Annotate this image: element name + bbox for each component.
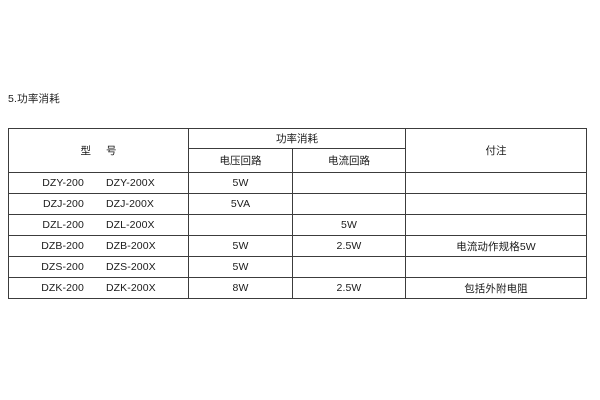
cell-current-circuit: 2.5W <box>292 235 406 257</box>
table-header-row-sub: 电压回路 电流回路 <box>9 148 587 173</box>
cell-model-primary: DZY-200 <box>42 177 84 189</box>
column-header-remark: 付注 <box>405 128 587 173</box>
cell-model-variant: DZB-200X <box>105 240 156 252</box>
table-row: DZJ-200 DZJ-200X 5VA <box>8 193 587 215</box>
power-consumption-table-container: 型 号 功率消耗 付注 电压回路 电流回路 DZY-200 DZY-200X <box>8 128 587 299</box>
cell-remark <box>405 172 587 194</box>
column-header-current-circuit: 电流回路 <box>292 148 406 173</box>
cell-voltage-circuit: 5W <box>188 256 293 278</box>
cell-model: DZJ-200 DZJ-200X <box>8 193 189 215</box>
cell-voltage-circuit <box>188 214 293 236</box>
cell-remark: 包括外附电阻 <box>405 277 587 299</box>
cell-model: DZY-200 DZY-200X <box>8 172 189 194</box>
cell-model: DZS-200 DZS-200X <box>8 256 189 278</box>
cell-model-variant: DZL-200X <box>105 219 155 231</box>
page-title: 5.功率消耗 <box>8 93 60 105</box>
cell-model: DZL-200 DZL-200X <box>8 214 189 236</box>
cell-model-primary: DZJ-200 <box>42 198 84 210</box>
table-header-row-top: 型 号 功率消耗 付注 <box>8 128 587 173</box>
cell-current-circuit <box>292 193 406 215</box>
cell-remark <box>405 256 587 278</box>
cell-model-variant: DZY-200X <box>105 177 155 189</box>
table-row: DZY-200 DZY-200X 5W <box>8 172 587 194</box>
table-row: DZS-200 DZS-200X 5W <box>8 256 587 278</box>
cell-model-primary: DZB-200 <box>41 240 84 252</box>
cell-current-circuit: 2.5W <box>292 277 406 299</box>
cell-model: DZK-200 DZK-200X <box>8 277 189 299</box>
column-header-voltage-circuit: 电压回路 <box>188 148 293 173</box>
cell-model-variant: DZS-200X <box>105 261 156 273</box>
column-header-model: 型 号 <box>8 128 189 173</box>
cell-current-circuit <box>292 256 406 278</box>
cell-voltage-circuit: 5W <box>188 235 293 257</box>
cell-model: DZB-200 DZB-200X <box>8 235 189 257</box>
cell-voltage-circuit: 5W <box>188 172 293 194</box>
cell-remark <box>405 193 587 215</box>
power-consumption-table: 型 号 功率消耗 付注 电压回路 电流回路 DZY-200 DZY-200X <box>8 128 587 299</box>
column-header-power-consumption: 功率消耗 <box>188 128 406 149</box>
cell-current-circuit: 5W <box>292 214 406 236</box>
table-row: DZL-200 DZL-200X 5W <box>8 214 587 236</box>
table-body: DZY-200 DZY-200X 5W DZJ-200 DZJ-200X <box>8 172 587 299</box>
cell-current-circuit <box>292 172 406 194</box>
cell-remark: 电流动作规格5W <box>405 235 587 257</box>
cell-model-primary: DZS-200 <box>41 261 84 273</box>
cell-model-primary: DZK-200 <box>41 282 84 294</box>
cell-voltage-circuit: 5VA <box>188 193 293 215</box>
table-row: DZB-200 DZB-200X 5W 2.5W 电流动作规格5W <box>8 235 587 257</box>
cell-model-primary: DZL-200 <box>42 219 84 231</box>
cell-model-variant: DZJ-200X <box>105 198 155 210</box>
cell-remark <box>405 214 587 236</box>
cell-voltage-circuit: 8W <box>188 277 293 299</box>
table-row: DZK-200 DZK-200X 8W 2.5W 包括外附电阻 <box>8 277 587 299</box>
table-header: 型 号 功率消耗 付注 电压回路 电流回路 <box>8 128 587 173</box>
cell-model-variant: DZK-200X <box>105 282 156 294</box>
column-header-model-label: 型 号 <box>80 145 123 157</box>
